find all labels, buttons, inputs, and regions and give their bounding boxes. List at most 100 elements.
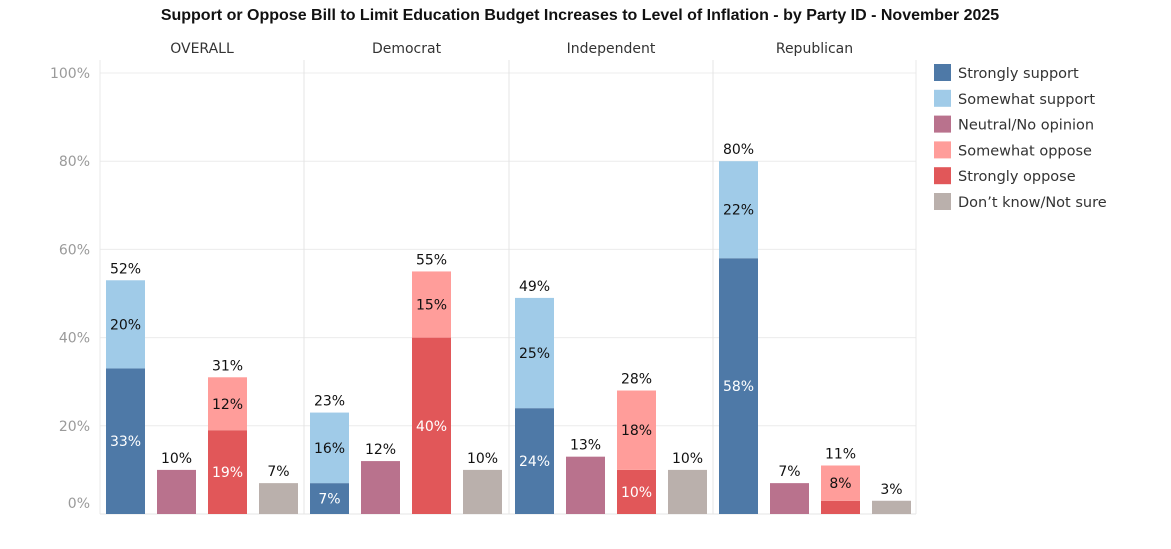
bar-total-label: 52% <box>110 261 141 277</box>
y-tick-label: 100% <box>50 66 90 82</box>
y-tick-label: 0% <box>68 496 90 512</box>
legend-item: Somewhat oppose <box>934 141 1092 159</box>
bar-segment <box>412 337 451 514</box>
panel-header: Democrat <box>372 41 442 57</box>
bar-segment <box>617 469 656 514</box>
chart-title: Support or Oppose Bill to Limit Educatio… <box>161 7 999 24</box>
bar-stack: 10% <box>463 451 502 514</box>
segment-label: 40% <box>416 419 447 435</box>
segment-label: 10% <box>621 485 652 501</box>
segment-label: 8% <box>829 476 851 492</box>
bar-total-label: 7% <box>267 464 289 480</box>
bar-stack: 10% <box>157 451 196 514</box>
bar-segment <box>821 465 860 501</box>
legend-swatch <box>934 89 951 107</box>
bar-segment <box>566 456 605 514</box>
bar-total-label: 55% <box>416 252 447 268</box>
legend-label: Somewhat support <box>958 92 1095 108</box>
bar-segment <box>463 469 502 514</box>
legend-swatch <box>934 167 951 185</box>
bar-segment <box>719 258 758 514</box>
legend-item: Neutral/No opinion <box>934 115 1094 134</box>
bar-segment <box>106 280 145 369</box>
bar-segment <box>668 469 707 514</box>
segment-label: 58% <box>723 379 754 395</box>
bar-total-label: 80% <box>723 142 754 158</box>
legend-item: Strongly support <box>934 64 1079 82</box>
bar-stack: 33% 20% 52% <box>106 261 145 514</box>
bar-segment <box>157 469 196 514</box>
panel-header: OVERALL <box>170 41 234 57</box>
legend-swatch <box>934 193 951 210</box>
bar-total-label: 12% <box>365 442 396 458</box>
bar-segment <box>208 377 247 431</box>
segment-label: 18% <box>621 423 652 439</box>
bar-stack: 19% 12% 31% <box>208 358 247 514</box>
segment-label: 12% <box>212 397 243 413</box>
legend-item: Somewhat support <box>934 89 1095 108</box>
bar-segment <box>515 297 554 409</box>
bar-segment <box>872 500 911 514</box>
legend-label: Don’t know/Not sure <box>958 195 1107 211</box>
bar-total-label: 7% <box>778 464 800 480</box>
bar-total-label: 11% <box>825 446 856 462</box>
y-tick-label: 40% <box>59 331 90 347</box>
legend-label: Strongly support <box>958 66 1079 82</box>
bar-stack: 40% 15% 55% <box>412 252 451 514</box>
legend: Strongly support Somewhat support Neutral/… <box>934 64 1107 211</box>
bar-stack: 3% <box>872 482 911 514</box>
legend-swatch <box>934 64 951 81</box>
bar-segment <box>259 483 298 514</box>
bar-total-label: 10% <box>672 451 703 467</box>
segment-label: 24% <box>519 454 550 470</box>
bar-stack: 7% 16% 23% <box>310 394 349 514</box>
y-tick-label: 60% <box>59 242 90 258</box>
bar-segment <box>361 461 400 514</box>
bar-total-label: 13% <box>570 438 601 454</box>
panel-header: Republican <box>776 41 853 57</box>
bar-segment <box>310 483 349 514</box>
bar-segment <box>106 368 145 514</box>
bar-stack: 58% 22% 80% <box>719 142 758 514</box>
bars: 33% 20% 52% 10% 19% 12% 31% 7% 7% 16% 23% 12% 40% 15%… <box>106 142 911 514</box>
y-tick-label: 80% <box>59 154 90 170</box>
bar-stack: 10% <box>668 451 707 514</box>
bar-total-label: 10% <box>467 451 498 467</box>
bar-segment <box>412 271 451 338</box>
segment-label: 25% <box>519 346 550 362</box>
legend-swatch <box>934 115 951 133</box>
panel-header: Independent <box>567 41 656 57</box>
segment-label: 33% <box>110 434 141 450</box>
bar-total-label: 23% <box>314 394 345 410</box>
bar-segment <box>208 430 247 514</box>
segment-label: 16% <box>314 441 345 457</box>
segment-label: 22% <box>723 203 754 219</box>
segment-label: 7% <box>318 492 340 508</box>
legend-label: Strongly oppose <box>958 169 1076 185</box>
bar-total-label: 31% <box>212 358 243 374</box>
legend-swatch <box>934 141 951 159</box>
bar-stack: 10% 18% 28% <box>617 372 656 514</box>
bar-stack: 12% <box>361 442 400 514</box>
panel-headers: OVERALL Democrat Independent Republican <box>170 41 853 57</box>
bar-stack: 7% <box>770 464 809 514</box>
bar-stack: 7% <box>259 464 298 514</box>
bar-stack: 24% 25% 49% <box>515 279 554 514</box>
y-axis: 0% 20% 40% 60% 80% 100% <box>50 66 90 512</box>
y-tick-label: 20% <box>59 419 90 435</box>
bar-segment <box>310 412 349 484</box>
legend-item: Strongly oppose <box>934 167 1076 185</box>
bar-segment <box>515 408 554 514</box>
bar-total-label: 49% <box>519 279 550 295</box>
bar-segment <box>617 390 656 470</box>
bar-segment <box>821 500 860 514</box>
legend-label: Somewhat oppose <box>958 143 1092 159</box>
bar-total-label: 28% <box>621 372 652 388</box>
segment-label: 20% <box>110 317 141 333</box>
legend-label: Neutral/No opinion <box>958 118 1094 134</box>
bar-stack: 13% <box>566 438 605 514</box>
segment-label: 15% <box>416 298 447 314</box>
bar-segment <box>719 161 758 259</box>
bar-stack: 8% 11% <box>821 446 860 514</box>
